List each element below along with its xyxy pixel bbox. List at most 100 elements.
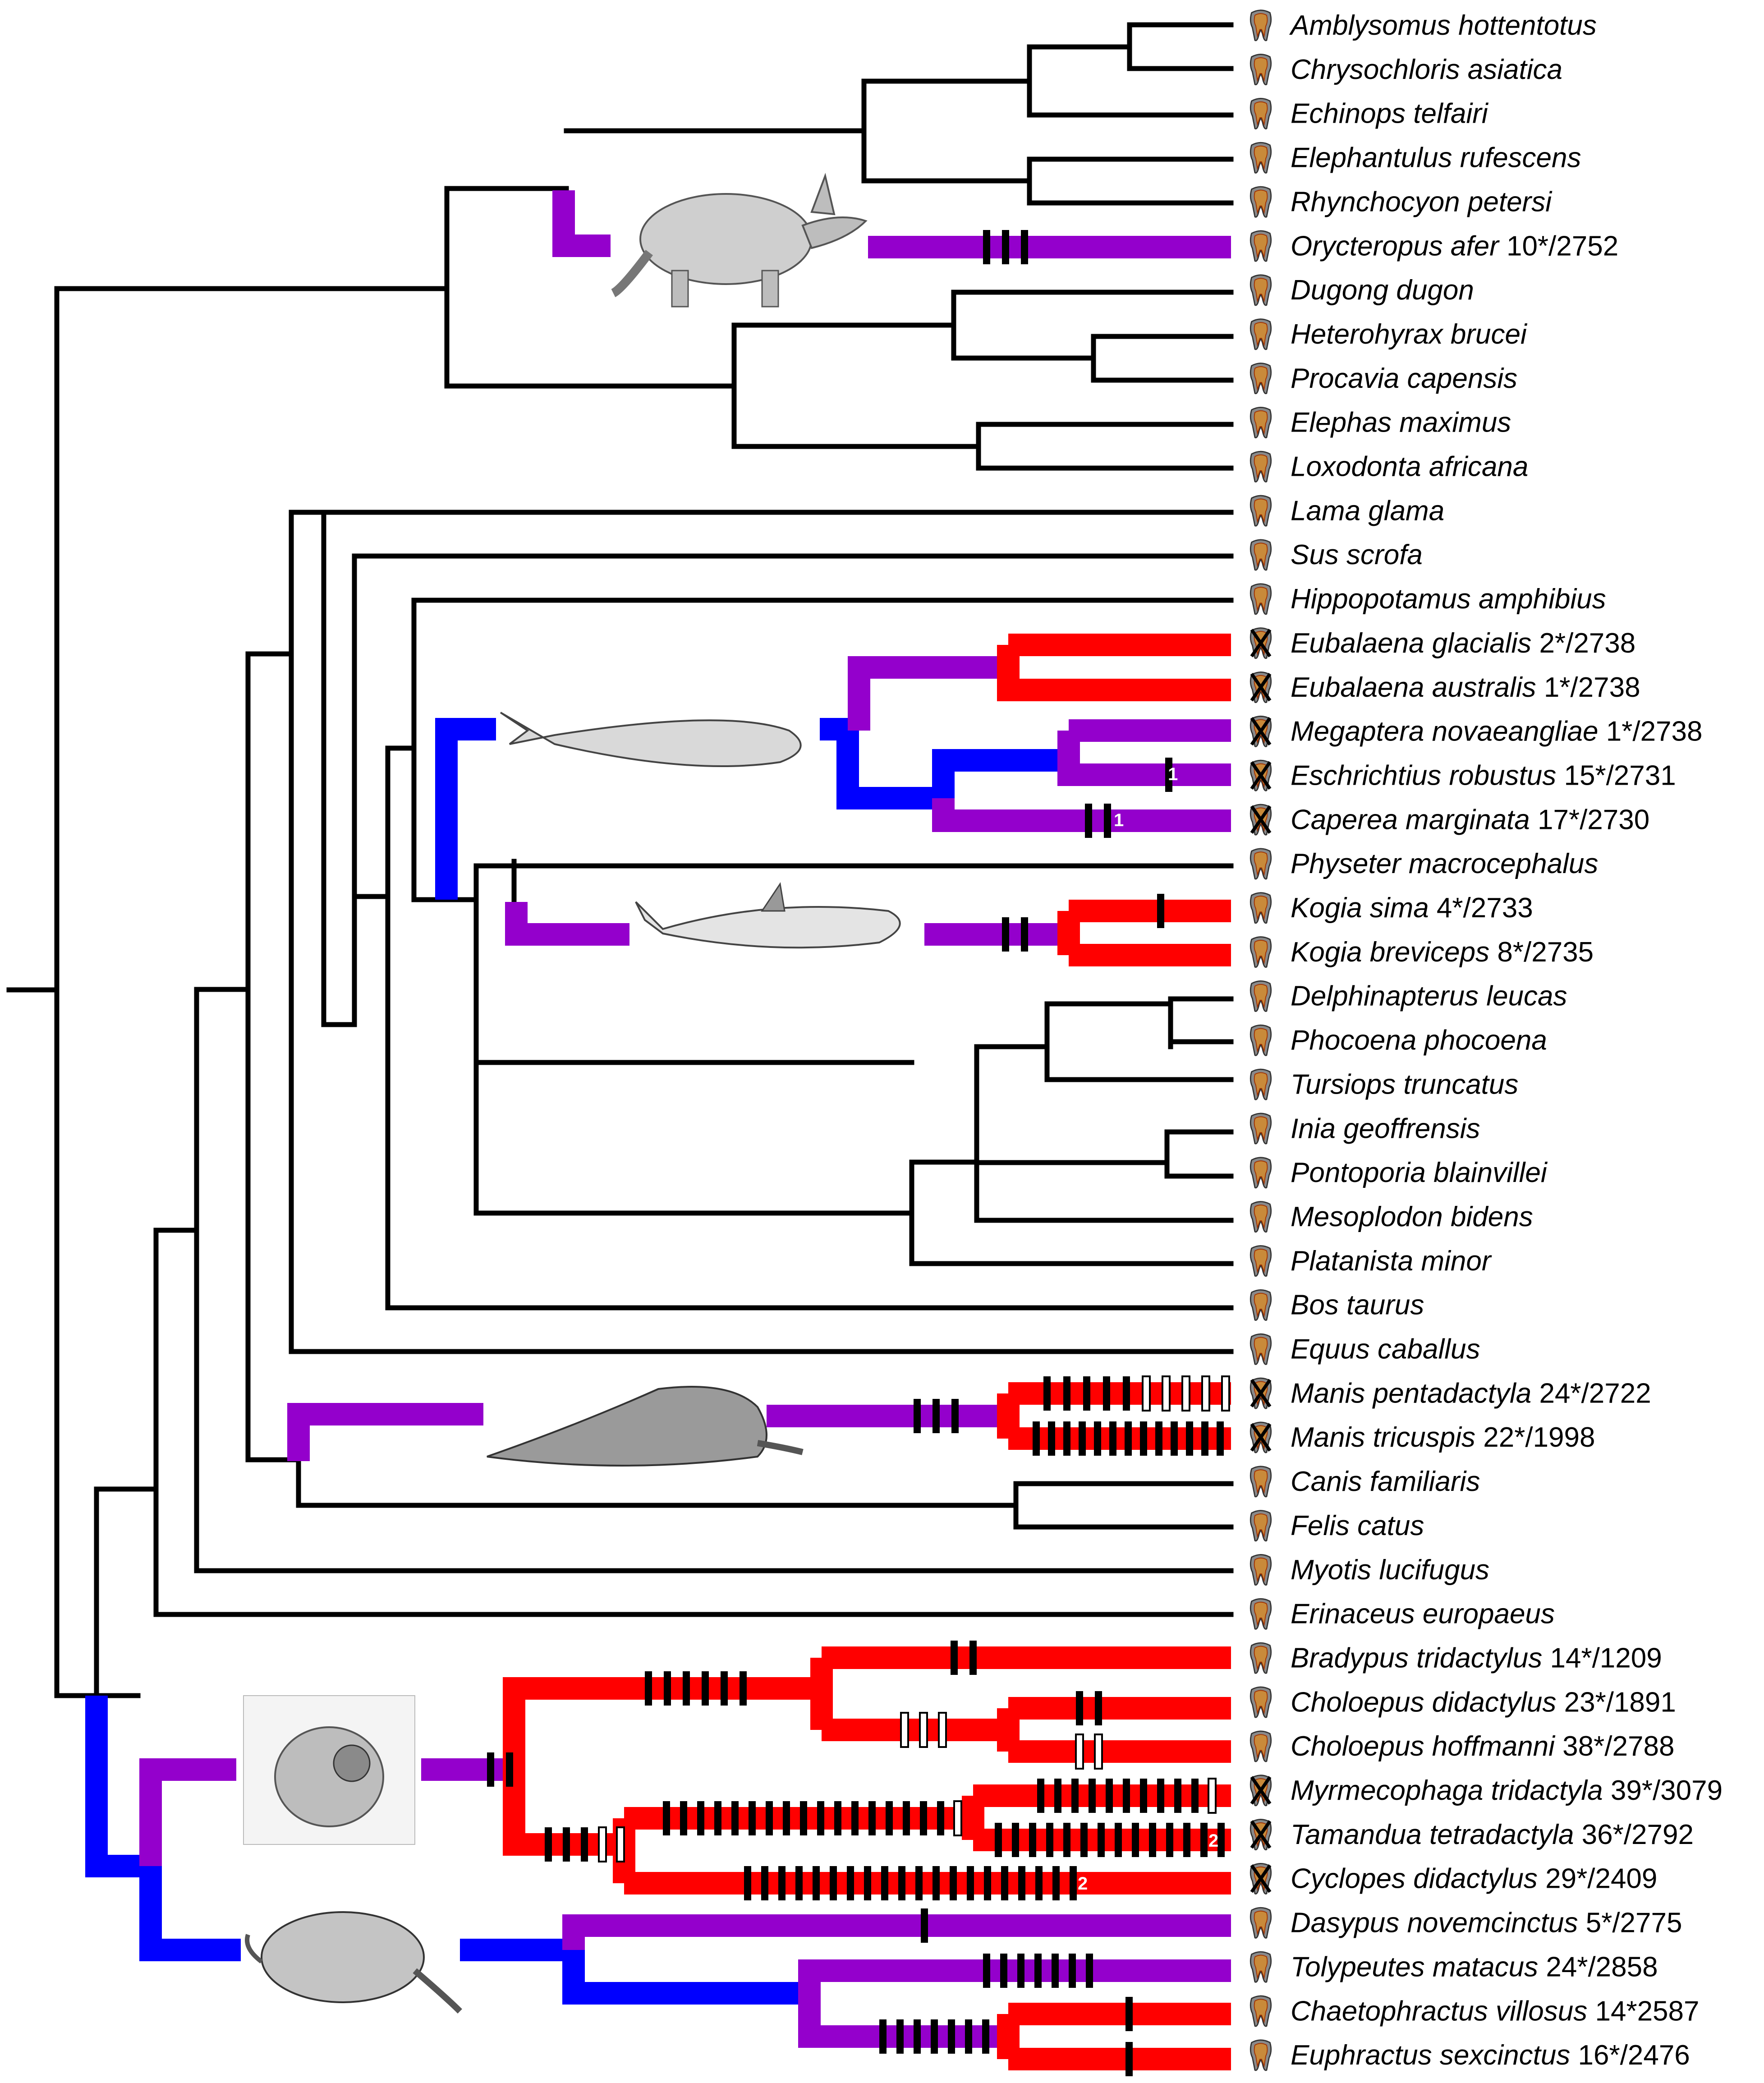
tooth-icon [1250, 318, 1272, 350]
taxon-row: Euphractus sexcinctus 16*/2476 [1250, 2039, 1690, 2071]
mutation-tick [1103, 1376, 1110, 1411]
branch [909, 1159, 1234, 1266]
taxon-label: Myotis lucifugus [1291, 1554, 1489, 1586]
mutation-tick [1048, 1421, 1055, 1456]
mutation-tick [1155, 1421, 1162, 1456]
mutation-tick [969, 1641, 977, 1675]
taxon-row: Eubalaena glacialis 2*/2738 [1250, 627, 1635, 659]
mutation-tick [1132, 1823, 1139, 1857]
mutation-tick [721, 1671, 728, 1706]
taxon-row: Orycteropus afer 10*/2752 [1250, 230, 1618, 262]
branch [974, 1129, 1234, 1179]
taxon-name: Bos taurus [1291, 1290, 1424, 1321]
mutation-count: 14*/1209 [1542, 1642, 1662, 1674]
taxon-name: Elephantulus rufescens [1291, 143, 1581, 174]
mutation-tick [744, 1866, 751, 1900]
mutation-tick [1174, 1779, 1181, 1813]
mutation-tick [702, 1671, 709, 1706]
taxon-label: Hippopotamus amphibius [1291, 584, 1606, 615]
tooth-icon [1250, 1642, 1272, 1674]
branch [473, 863, 517, 902]
branch [194, 1228, 1234, 1573]
mutation-tick [1001, 1866, 1008, 1900]
taxon-row: Elephantulus rufescens [1250, 142, 1581, 174]
taxon-row: Megaptera novaeangliae 1*/2738 [1250, 715, 1703, 748]
branch [976, 422, 1234, 471]
pangolin-stem-purple [287, 1403, 483, 1461]
taxon-name: Elephas maximus [1291, 407, 1511, 438]
taxon-row: Elephas maximus [1250, 406, 1511, 439]
tooth-icon [1250, 1730, 1272, 1762]
caperea-purple [932, 798, 1231, 832]
mutation-count: 23*/1891 [1556, 1687, 1676, 1718]
mutation-tick [813, 1866, 820, 1900]
mutation-tick [1076, 1691, 1083, 1725]
kogia-stem-purple [505, 902, 629, 946]
branch [153, 1228, 199, 1492]
mutation-tick [1166, 1823, 1173, 1857]
aardvark-stem-purple [552, 190, 611, 257]
taxon-name: Inia geoffrensis [1291, 1113, 1480, 1144]
taxon-label: Heterohyrax brucei [1291, 319, 1528, 350]
taxon-row: Erinaceus europaeus [1250, 1598, 1555, 1630]
taxon-label: Erinaceus europaeus [1291, 1599, 1555, 1630]
mutation-tick [1080, 1823, 1088, 1857]
tooth-icon [1250, 1907, 1272, 1939]
taxon-label: Procavia capensis [1291, 363, 1517, 394]
taxon-label: Dasypus novemcinctus 5*/2775 [1291, 1908, 1682, 1939]
branch-number: 2 [1078, 1874, 1088, 1894]
mutation-tick-white [1094, 1734, 1103, 1770]
mutation-tick [834, 1801, 841, 1835]
taxon-name: Mesoplodon bidens [1291, 1201, 1533, 1232]
mutation-count: 24*/2858 [1538, 1951, 1658, 1982]
mutation-tick [951, 1399, 959, 1433]
mutation-tick-white [919, 1712, 928, 1748]
mutation-tick [1063, 1421, 1070, 1456]
branch [153, 1486, 1234, 1617]
mutation-tick [1071, 1779, 1079, 1813]
taxon-label: Physeter macrocephalus [1291, 848, 1598, 879]
mutation-tick [851, 1801, 859, 1835]
mutation-tick [1002, 230, 1009, 264]
branch [321, 510, 357, 1027]
pilosa-stem-purple [139, 1758, 236, 1866]
mutation-tick [680, 1801, 687, 1835]
taxon-name: Eubalaena glacialis [1291, 628, 1531, 659]
taxon-name: Dugong dugon [1291, 275, 1474, 306]
mutation-tick [1029, 1823, 1036, 1857]
mutation-count: 15*/2731 [1556, 760, 1676, 791]
branch [296, 1457, 1019, 1508]
mutation-tick [965, 2019, 972, 2054]
taxon-row: Tamandua tetradactyla 36*/2792 [1250, 1819, 1694, 1851]
mutation-count: 24*/2722 [1531, 1378, 1651, 1409]
branch [1168, 996, 1234, 1044]
rorqual-purple [1057, 719, 1231, 786]
mutation-tick [879, 2019, 887, 2054]
tooth-icon [1250, 406, 1272, 439]
taxon-row: Loxodonta africana [1250, 451, 1528, 483]
taxon-label: Inia geoffrensis [1291, 1113, 1480, 1144]
sloth-red [810, 1646, 1231, 1741]
taxon-label: Kogia sima 4*/2733 [1291, 892, 1533, 924]
euphractine-red [997, 2003, 1231, 2070]
tooth-icon [1250, 1598, 1272, 1630]
afrotheria-clade [6, 22, 1234, 1698]
taxon-row: Choloepus didactylus 23*/1891 [1250, 1686, 1676, 1718]
mutation-count: 4*/2733 [1429, 892, 1533, 924]
mutation-tick [714, 1801, 721, 1835]
taxon-name: Pontoporia blainvillei [1291, 1157, 1548, 1188]
tooth-icon [1250, 1554, 1272, 1586]
taxon-row: Chrysochloris asiatica [1250, 54, 1562, 86]
branch [352, 745, 390, 1027]
mutation-tick [983, 1954, 990, 1988]
taxon-row: Caperea marginata 17*/2730 [1250, 804, 1649, 836]
taxon-label: Bradypus tridactylus 14*/1209 [1291, 1642, 1662, 1674]
mutation-tick-white [1221, 1375, 1230, 1412]
mutation-tick [1069, 1954, 1076, 1988]
dolphin-illustration [635, 882, 901, 949]
tooth-icon [1250, 1951, 1272, 1983]
taxon-row: Eubalaena australis 1*/2738 [1250, 671, 1640, 704]
taxon-label: Tursiops truncatus [1291, 1069, 1518, 1100]
taxon-name: Euphractus sexcinctus [1291, 2040, 1570, 2071]
taxon-name: Felis catus [1291, 1510, 1424, 1541]
